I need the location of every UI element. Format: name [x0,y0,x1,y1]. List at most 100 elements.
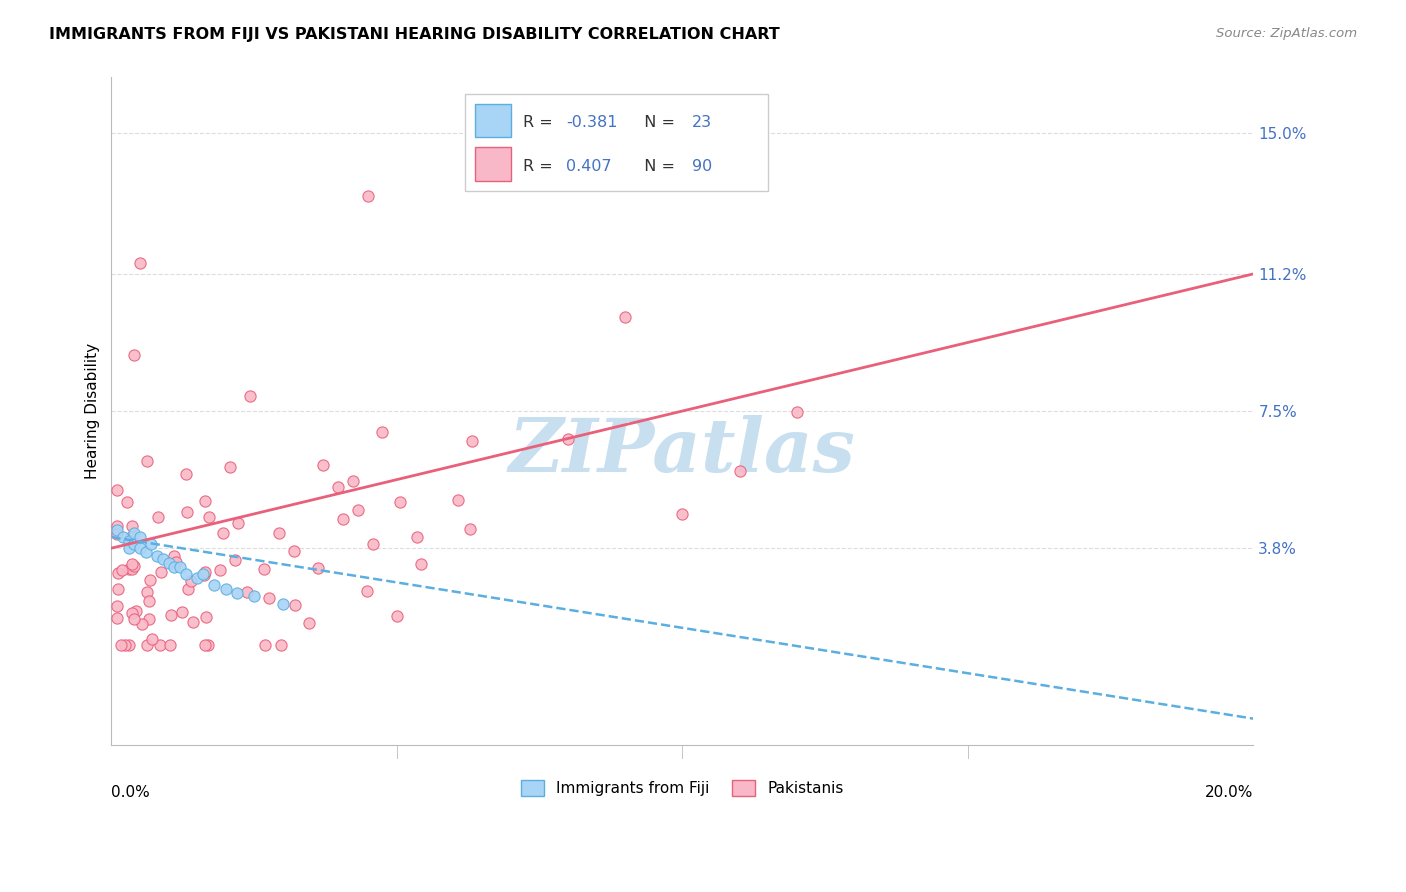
Text: N =: N = [634,115,681,130]
Point [347,503,370,517]
Point [297,616,319,631]
Y-axis label: Hearing Disability: Hearing Disability [86,343,100,479]
Point [131,616,153,631]
Point [209,563,232,577]
Point [307,561,329,575]
Point [163,549,186,563]
Point [460,522,482,536]
Point [243,590,266,604]
Point [177,582,200,596]
Point [357,189,380,203]
FancyBboxPatch shape [475,147,512,181]
Point [406,530,429,544]
FancyBboxPatch shape [465,95,768,191]
Point [174,567,197,582]
Point [105,611,128,625]
Point [363,537,385,551]
Point [170,605,193,619]
Point [159,638,181,652]
Point [163,559,186,574]
Point [388,494,411,508]
Point [271,597,294,611]
Point [122,348,145,362]
Point [124,559,146,574]
Point [129,541,152,556]
Text: Source: ZipAtlas.com: Source: ZipAtlas.com [1216,27,1357,40]
Point [105,599,128,613]
Point [219,460,242,475]
Point [169,559,191,574]
Point [253,562,276,576]
Point [284,598,307,612]
Point [253,638,276,652]
Point [121,557,143,571]
Point [239,389,262,403]
Point [121,519,143,533]
Point [226,516,249,530]
Point [194,638,217,652]
Point [118,638,141,652]
Point [105,526,128,541]
Point [269,525,291,540]
Point [180,574,202,588]
Point [197,509,219,524]
Text: R =: R = [523,159,557,174]
FancyBboxPatch shape [475,104,512,137]
Point [107,566,129,581]
Point [409,557,432,571]
Point [105,483,128,498]
Point [371,425,394,440]
Point [283,544,305,558]
Point [111,563,134,577]
Point [157,556,180,570]
Point [193,567,215,582]
Text: 0.0%: 0.0% [111,785,150,799]
Point [114,638,136,652]
Point [191,567,214,582]
Point [138,594,160,608]
Point [332,512,354,526]
Point [105,519,128,533]
Point [174,467,197,482]
Point [671,507,693,521]
Point [150,565,173,579]
Point [135,585,157,599]
Point [786,405,808,419]
Point [224,553,246,567]
Point [385,608,408,623]
Point [356,583,378,598]
Point [135,638,157,652]
Point [135,454,157,468]
Point [122,537,145,551]
Point [342,474,364,488]
Point [181,615,204,629]
Point [447,493,470,508]
Point [149,638,172,652]
Text: R =: R = [523,115,557,130]
Point [117,541,139,556]
Point [138,612,160,626]
Point [259,591,281,606]
Point [160,608,183,623]
Text: 0.407: 0.407 [567,159,612,174]
Point [129,256,152,270]
Point [146,549,169,563]
Point [194,494,217,508]
Point [111,530,134,544]
Point [226,585,249,599]
Legend: Immigrants from Fiji, Pakistanis: Immigrants from Fiji, Pakistanis [513,772,852,804]
Point [139,573,162,587]
Point [122,526,145,541]
Point [120,529,142,543]
Point [212,526,235,541]
Point [194,565,217,579]
Point [214,582,236,596]
Point [202,578,225,592]
Point [129,530,152,544]
Point [105,523,128,537]
Point [194,610,217,624]
Text: 20.0%: 20.0% [1205,785,1253,799]
Point [115,495,138,509]
Point [121,606,143,620]
Point [270,638,292,652]
